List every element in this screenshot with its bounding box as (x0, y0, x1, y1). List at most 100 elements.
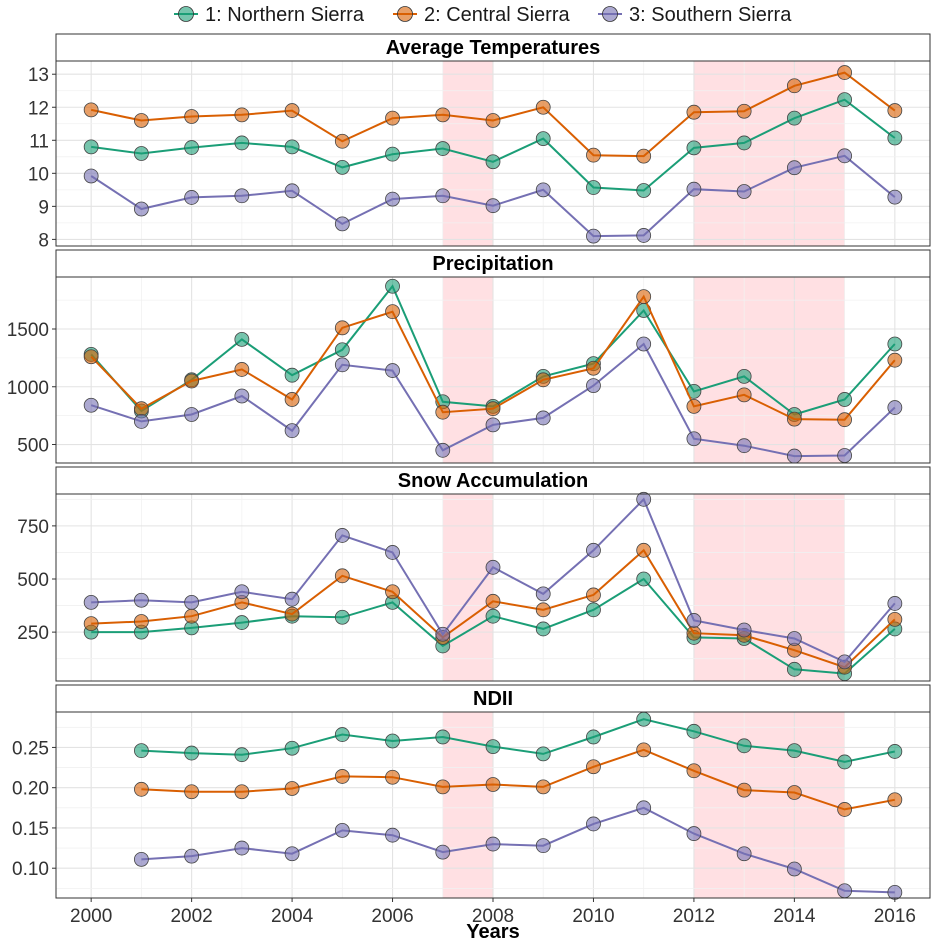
data-point (736, 184, 752, 199)
panel-title: Precipitation (432, 253, 553, 275)
panel-title: Average Temperatures (386, 37, 601, 59)
data-point (686, 625, 702, 641)
data-point (334, 528, 350, 543)
data-point (83, 616, 99, 632)
shaded-period (442, 494, 493, 681)
data-point (334, 357, 350, 373)
legend-label: 2: Central Sierra (424, 4, 570, 26)
series-line (141, 748, 895, 811)
data-point (334, 159, 350, 175)
shaded-period (442, 61, 493, 246)
data-point (786, 160, 802, 176)
data-point (485, 739, 501, 755)
data-point (184, 407, 200, 422)
panel-strip (55, 249, 931, 278)
data-series (83, 65, 903, 164)
data-point (485, 777, 501, 792)
data-point (736, 622, 752, 638)
data-series (83, 491, 903, 670)
data-point (184, 190, 200, 205)
data-point (284, 103, 300, 118)
data-point (133, 201, 149, 217)
data-point (586, 378, 601, 393)
x-axis: 2000 2002 2004 2006 2008 2010 2012 2014 2016 (70, 898, 916, 927)
data-point (736, 438, 752, 454)
chart-panels: Average Temperatures 8 9 10 11 12 13 Precipitat… (7, 33, 931, 900)
data-point (334, 822, 350, 838)
data-point (184, 745, 200, 761)
data-point (786, 743, 802, 759)
y-tick-label: 8 (38, 230, 49, 251)
data-point (485, 401, 501, 417)
data-point (837, 412, 853, 428)
data-point (385, 545, 400, 560)
y-tick-label: 0.15 (12, 819, 49, 840)
data-point (83, 168, 99, 184)
data-point (485, 593, 501, 609)
data-point (636, 336, 652, 352)
data-point (334, 133, 350, 149)
data-point (636, 542, 652, 558)
data-point (334, 769, 350, 784)
data-point (586, 147, 601, 163)
data-point (535, 131, 551, 147)
data-point (385, 278, 400, 294)
data-point (284, 781, 300, 796)
data-point (284, 740, 300, 756)
data-point (636, 491, 652, 507)
shaded-period (442, 277, 493, 463)
y-tick-label: 500 (17, 436, 49, 457)
data-point (133, 592, 149, 608)
data-point (786, 631, 802, 646)
legend: 1: Northern Sierra 2: Central Sierra 3: So… (174, 4, 792, 26)
data-point (837, 392, 853, 407)
legend-marker (178, 6, 194, 22)
y-tick-label: 9 (38, 197, 49, 218)
data-point (133, 414, 149, 429)
data-point (184, 109, 200, 124)
x-axis-title: Years (466, 921, 519, 943)
data-point (686, 431, 702, 447)
data-point (435, 729, 451, 745)
panel-strip (55, 33, 931, 62)
data-point (284, 183, 300, 199)
data-point (535, 746, 551, 762)
data-point (485, 836, 501, 852)
data-point (83, 349, 99, 365)
data-point (686, 826, 702, 841)
data-point (385, 733, 400, 749)
data-point (234, 188, 250, 204)
shaded-period (693, 277, 845, 463)
data-point (234, 362, 250, 377)
data-point (535, 372, 551, 388)
data-point (586, 228, 601, 244)
data-point (736, 135, 752, 151)
chart-panel: Precipitation 500 1000 1500 (7, 249, 931, 464)
data-point (184, 848, 200, 864)
data-point (234, 615, 250, 630)
data-point (485, 559, 501, 575)
y-tick-label: 1500 (7, 320, 49, 341)
x-tick-label: 2004 (271, 906, 314, 927)
data-point (385, 146, 400, 162)
data-point (535, 586, 551, 602)
data-point (334, 342, 350, 358)
data-point (686, 723, 702, 739)
data-point (334, 216, 350, 232)
data-point (133, 614, 149, 629)
legend-item: 1: Northern Sierra (174, 4, 365, 26)
data-point (586, 180, 601, 195)
data-point (887, 792, 903, 808)
data-point (786, 78, 802, 94)
data-point (385, 304, 400, 320)
data-point (234, 840, 250, 856)
data-point (234, 584, 250, 600)
data-point (887, 103, 903, 118)
chart-panel: Average Temperatures 8 9 10 11 12 13 (28, 33, 931, 251)
data-series (83, 92, 903, 198)
data-point (184, 608, 200, 624)
y-tick-label: 750 (17, 517, 49, 538)
data-point (485, 154, 501, 170)
